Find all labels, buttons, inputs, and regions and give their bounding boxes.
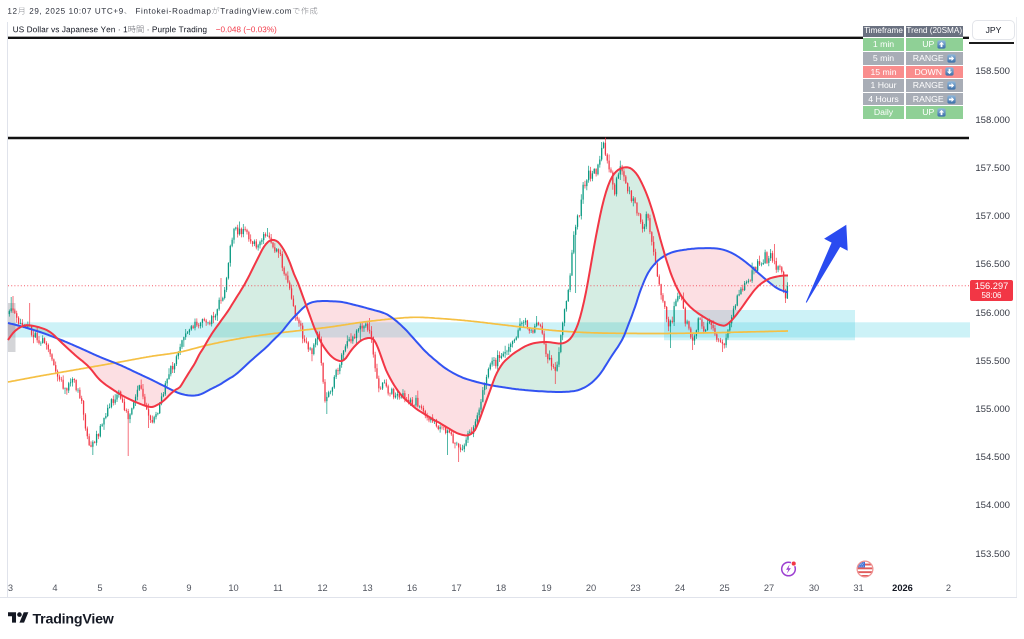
svg-text:TradingView: TradingView: [33, 611, 115, 627]
